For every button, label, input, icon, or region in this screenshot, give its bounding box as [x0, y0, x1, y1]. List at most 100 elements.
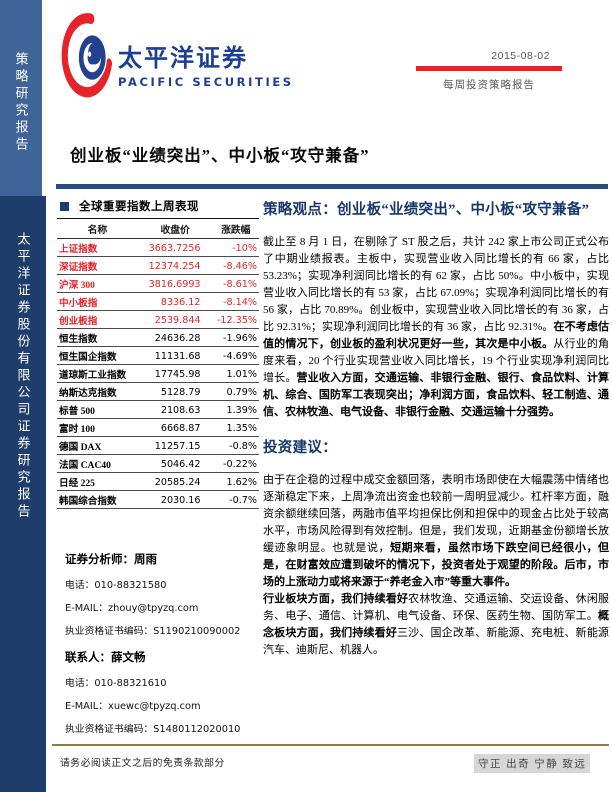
advice-paragraph-2: 行业板块方面，我们持续看好农林牧渔、交通运输、交运设备、休闲服务、电子、通信、计…	[263, 591, 609, 659]
table-cell-close: 8336.12	[137, 292, 213, 311]
report-date: 2015-08-02	[491, 50, 550, 62]
strategy-paragraph: 截止至 8 月 1 日，在剔除了 ST 股之后，共计 242 家上市公司正式公布…	[263, 234, 609, 421]
table-row: 德国 DAX 11257.15 -0.8%	[57, 436, 259, 455]
table-row: 纳斯达克指数 5128.79 0.79%	[57, 382, 259, 401]
report-type-label: 每周投资策略报告	[443, 79, 535, 91]
table-cell-change: -10%	[212, 238, 259, 257]
sidebar-strip-top: 策略研究报告	[0, 0, 42, 196]
table-cell-name: 韩国综合指数	[57, 490, 138, 509]
index-table: 名称 收盘价 涨跌幅 上证指数 3663.7256 -10% 深证指数 12374.254-…	[57, 219, 259, 509]
pacific-securities-logo-icon	[61, 13, 112, 98]
table-header-row: 名称 收盘价 涨跌幅	[57, 219, 259, 239]
table-cell-name: 德国 DAX	[57, 436, 138, 455]
table-cell-change: -4.69%	[212, 346, 259, 365]
analyst-info-block: 证券分析师：周雨 电话：010-88321580 E-MAIL：zhouy@tp…	[57, 551, 259, 735]
text-segment: 营业收入方面，交通运输、非银行金融、银行、食品饮料、计算机、综合、国防军工表现突…	[263, 372, 609, 418]
text-segment: 截止至 8 月 1 日，在剔除了 ST 股之后，共计 242 家上市公司正式公布…	[263, 236, 609, 333]
table-cell-change: -8.14%	[212, 292, 259, 311]
logo-text: 太平洋证券 PACIFIC SECURITIES	[118, 22, 294, 89]
table-cell-change: -0.7%	[212, 490, 259, 509]
table-column-header: 收盘价	[137, 219, 213, 239]
table-cell-name: 法国 CAC40	[57, 454, 138, 473]
table-cell-change: -8.61%	[212, 274, 259, 293]
table-cell-close: 2030.16	[137, 490, 213, 509]
table-column-header: 涨跌幅	[212, 219, 259, 239]
table-row: 沪深 300 3816.6993 -8.61%	[57, 274, 259, 293]
footer-motto: 守正 出奇 宁静 致远	[474, 754, 591, 773]
table-cell-close: 17745.98	[137, 364, 213, 383]
page-title: 创业板“业绩突出”、中小板“攻守兼备”	[70, 146, 370, 165]
table-row: 富时 100 6668.87 1.35%	[57, 418, 259, 437]
table-row: 日经 225 20585.24 1.62%	[57, 472, 259, 491]
table-cell-close: 20585.24	[137, 472, 213, 491]
left-column: 全球重要指数上周表现 名称 收盘价 涨跌幅 上证指数 3663.7256 -10% 深证指…	[57, 198, 259, 744]
analyst-phone: 电话：010-88321580	[65, 580, 167, 591]
table-cell-close: 24636.28	[137, 328, 213, 347]
table-cell-name: 上证指数	[57, 238, 138, 257]
red-divider-bar	[416, 66, 562, 71]
table-cell-change: -8.46%	[212, 256, 259, 275]
table-cell-name: 恒生指数	[57, 328, 138, 347]
analyst-name: 证券分析师：周雨	[65, 554, 157, 566]
table-row: 韩国综合指数 2030.16 -0.7%	[57, 490, 259, 509]
text-segment: 概念板块方面，我们持续看好	[263, 610, 609, 639]
table-cell-change: 0.79%	[212, 382, 259, 401]
contact-certificate: 执业资格证书编码：S1480112020010	[65, 724, 241, 735]
table-cell-name: 创业板指	[57, 310, 138, 329]
table-cell-close: 6668.87	[137, 418, 213, 437]
table-cell-close: 12374.254	[137, 256, 213, 275]
table-cell-change: 1.62%	[212, 472, 259, 491]
text-segment: 三沙、国企改革、新能源、充电桩、新能源汽车、迪斯尼、机器人。	[263, 627, 609, 656]
table-row: 恒生国企指数 11131.68 -4.69%	[57, 346, 259, 365]
footer-divider	[52, 744, 609, 746]
table-cell-close: 2539.844	[137, 310, 213, 329]
contact-phone: 电话：010-88321610	[65, 678, 167, 689]
table-row: 深证指数 12374.254 -8.46%	[57, 256, 259, 275]
strategy-view-heading: 策略观点：创业板“业绩突出”、中小板“攻守兼备”	[263, 202, 590, 218]
table-cell-name: 标普 500	[57, 400, 138, 419]
main-column: 策略观点：创业板“业绩突出”、中小板“攻守兼备” 截止至 8 月 1 日，在剔除…	[263, 195, 609, 659]
table-row: 恒生指数 24636.28 -1.96%	[57, 328, 259, 347]
contact-email: E-MAIL：xuewc@tpyzq.com	[65, 701, 201, 712]
table-cell-close: 5046.42	[137, 454, 213, 473]
footer-disclaimer: 请务必阅读正文之后的免责条款部分	[60, 758, 225, 769]
table-cell-close: 3663.7256	[137, 238, 213, 257]
table-cell-close: 11257.15	[137, 436, 213, 455]
table-cell-name: 中小板指	[57, 292, 138, 311]
table-row: 法国 CAC40 5046.42 -0.22%	[57, 454, 259, 473]
company-logo: 太平洋证券 PACIFIC SECURITIES	[60, 12, 294, 98]
table-cell-name: 富时 100	[57, 418, 138, 437]
table-row: 创业板指 2539.844 -12.35%	[57, 310, 259, 329]
advice-paragraph-1: 由于在企稳的过程中成交金额回落，表明市场即使在大幅震荡中情绪也逐渐稳定下来，上周…	[263, 472, 609, 591]
analyst-certificate: 执业资格证书编码：S1190210090002	[65, 626, 241, 637]
table-cell-close: 11131.68	[137, 346, 213, 365]
table-cell-name: 道琼斯工业指数	[57, 364, 138, 383]
report-meta: 2015-08-02 每周投资策略报告	[416, 50, 562, 92]
table-row: 道琼斯工业指数 17745.98 1.01%	[57, 364, 259, 383]
investment-advice-heading: 投资建议：	[263, 440, 337, 456]
table-cell-close: 2108.63	[137, 400, 213, 419]
index-table-body: 上证指数 3663.7256 -10% 深证指数 12374.254 -8.46% 沪深 3…	[57, 238, 259, 509]
text-segment: 行业板块方面，我们持续看好	[263, 593, 409, 605]
table-row: 中小板指 8336.12 -8.14%	[57, 292, 259, 311]
table-cell-name: 恒生国企指数	[57, 346, 138, 365]
sidebar-bottom-label: 太平洋证券股份有限公司证券研究报告	[15, 232, 31, 521]
table-section-header: 全球重要指数上周表现	[57, 198, 259, 219]
table-cell-close: 3816.6993	[137, 274, 213, 293]
square-bullet-icon	[60, 201, 69, 211]
table-cell-name: 沪深 300	[57, 274, 138, 293]
table-row: 标普 500 2108.63 1.39%	[57, 400, 259, 419]
table-cell-change: -0.22%	[212, 454, 259, 473]
title-rule	[56, 184, 608, 189]
table-column-header: 名称	[57, 219, 138, 239]
table-cell-name: 日经 225	[57, 472, 138, 491]
text-segment: 在不考虑估值的情况下，创业板的盈利状况更好一些，其次是中小板。	[263, 321, 610, 350]
text-segment: 农林牧渔、交通运输、交运设备、休闲服务、电子、通信、计算机、电气设备、环保、医药…	[263, 593, 610, 622]
text-segment: 短期来看，虽然市场下跌空间已经很小，但是，在财富效应遭到破坏的情况下，投资者处于…	[263, 542, 610, 588]
table-row: 上证指数 3663.7256 -10%	[57, 238, 259, 257]
analyst-email: E-MAIL：zhouy@tpyzq.com	[65, 603, 199, 614]
table-cell-name: 深证指数	[57, 256, 138, 275]
sidebar-top-label: 策略研究报告	[13, 52, 29, 154]
table-cell-close: 5128.79	[137, 382, 213, 401]
logo-chinese-name: 太平洋证券	[118, 43, 248, 72]
